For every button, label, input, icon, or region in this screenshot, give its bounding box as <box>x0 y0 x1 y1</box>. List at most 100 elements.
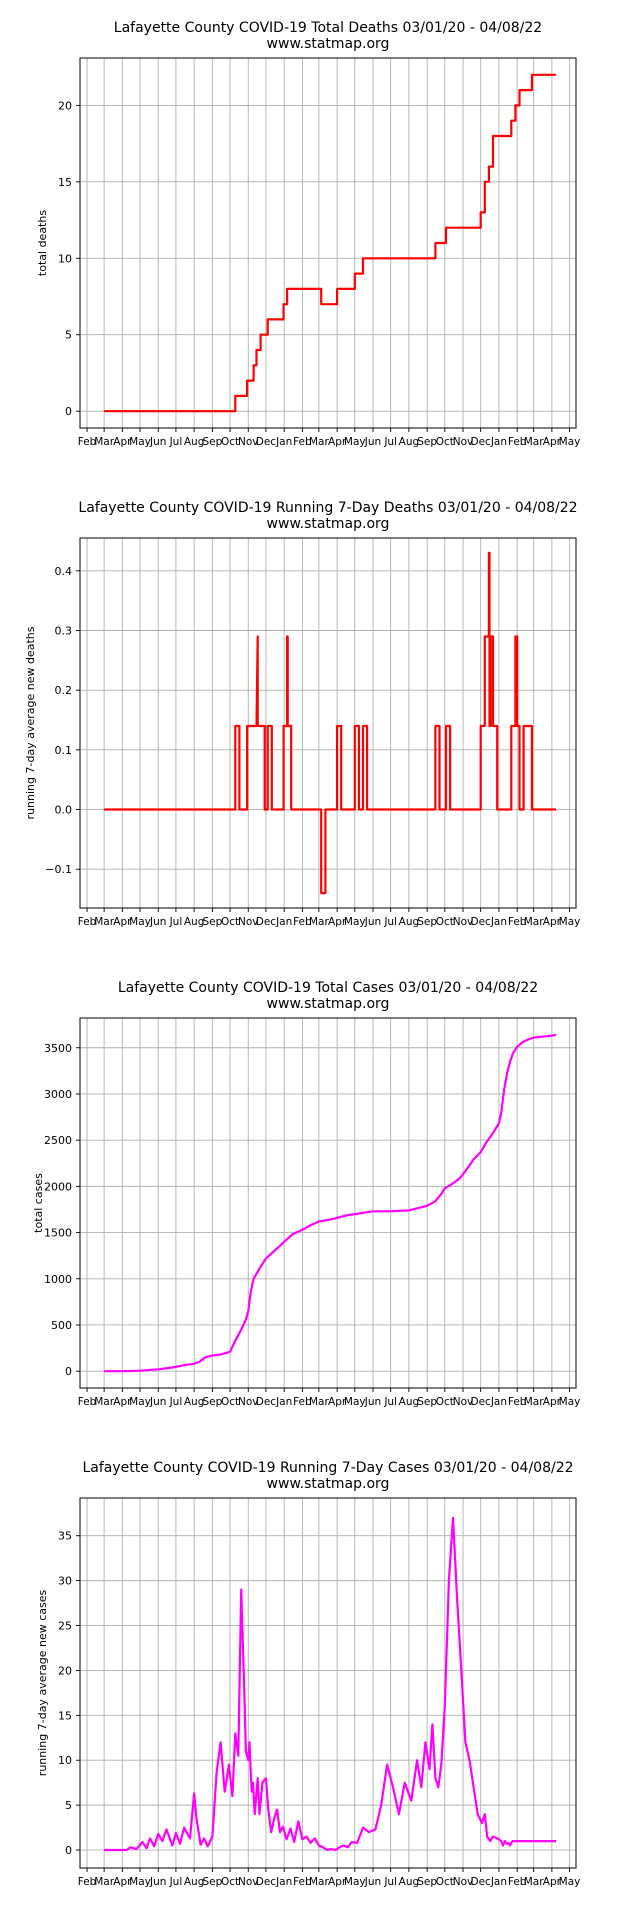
x-tick-label: Jan <box>275 436 292 448</box>
x-tick-label: Feb <box>293 916 312 928</box>
series-line-1 <box>104 1033 557 1373</box>
x-tick-label: Nov <box>238 436 259 448</box>
y-tick-label: 0.1 <box>55 744 73 757</box>
x-tick-label: Dec <box>471 916 492 928</box>
x-tick-label: Jan <box>490 436 507 448</box>
x-tick-label: Jul <box>169 1876 183 1888</box>
x-tick-label: Sep <box>417 1876 437 1888</box>
x-tick-label: Sep <box>202 436 222 448</box>
x-tick-label: Mar <box>309 1876 329 1888</box>
x-tick-label: May <box>129 1396 151 1408</box>
y-tick-label: 0.4 <box>55 565 73 578</box>
x-tick-label: Nov <box>238 1876 259 1888</box>
y-tick-label: 15 <box>58 1709 72 1722</box>
x-tick-label: Apr <box>543 436 562 448</box>
x-tick-label: May <box>559 1876 581 1888</box>
chart-title: Lafayette County COVID-19 Running 7-Day … <box>82 1460 573 1476</box>
x-tick-label: Dec <box>471 1396 492 1408</box>
x-tick-label: Feb <box>508 1396 527 1408</box>
x-tick-label: Jan <box>275 1876 292 1888</box>
y-tick-label: 3000 <box>44 1088 72 1101</box>
x-tick-label: May <box>129 916 151 928</box>
series-line-1 <box>104 73 556 413</box>
x-tick-label: Mar <box>94 916 114 928</box>
y-tick-label: 5 <box>65 329 72 342</box>
y-tick-label: 0 <box>65 1365 72 1378</box>
x-tick-label: Sep <box>202 1876 222 1888</box>
x-tick-label: Jul <box>383 1396 397 1408</box>
x-tick-label: Dec <box>256 436 277 448</box>
plot-frame <box>79 1017 577 1389</box>
x-tick-label: Apr <box>113 436 132 448</box>
x-tick-label: Jul <box>383 916 397 928</box>
x-tick-label: Feb <box>293 1876 312 1888</box>
x-tick-label: Mar <box>94 436 114 448</box>
x-tick-label: Jun <box>149 1396 166 1408</box>
x-tick-label: May <box>559 1396 581 1408</box>
x-tick-label: Apr <box>328 1876 347 1888</box>
x-tick-label: Jan <box>490 916 507 928</box>
y-tick-label: 20 <box>58 99 72 112</box>
x-tick-label: Dec <box>256 916 277 928</box>
x-tick-label: Oct <box>221 1396 239 1408</box>
y-tick-label: 2500 <box>44 1134 72 1147</box>
x-tick-label: Apr <box>328 916 347 928</box>
x-tick-label: Apr <box>328 436 347 448</box>
x-tick-label: Jan <box>275 916 292 928</box>
x-tick-label: Jul <box>169 916 183 928</box>
x-tick-label: Feb <box>293 1396 312 1408</box>
x-tick-label: Mar <box>309 436 329 448</box>
x-tick-label: May <box>129 1876 151 1888</box>
chart-subtitle: www.statmap.org <box>267 1476 390 1492</box>
x-tick-label: Mar <box>94 1396 114 1408</box>
x-tick-label: Apr <box>543 1396 562 1408</box>
y-tick-label: 1000 <box>44 1273 72 1286</box>
y-axis-label: running 7-day average new cases <box>36 1590 49 1777</box>
y-tick-label: −0.1 <box>45 863 72 876</box>
x-tick-label: Nov <box>453 916 474 928</box>
x-tick-label: May <box>559 916 581 928</box>
x-tick-label: Sep <box>417 916 437 928</box>
x-tick-label: May <box>344 1396 366 1408</box>
x-tick-label: Sep <box>202 916 222 928</box>
x-tick-label: Nov <box>238 1396 259 1408</box>
y-tick-label: 30 <box>58 1575 72 1588</box>
x-tick-label: Jun <box>364 1876 381 1888</box>
chart-subtitle: www.statmap.org <box>267 516 390 532</box>
x-tick-label: Dec <box>471 436 492 448</box>
chart-subtitle: www.statmap.org <box>267 996 390 1012</box>
chart-title: Lafayette County COVID-19 Total Cases 03… <box>118 980 538 996</box>
x-tick-label: Nov <box>453 1876 474 1888</box>
chart-title: Lafayette County COVID-19 Total Deaths 0… <box>114 20 542 36</box>
x-tick-label: May <box>344 1876 366 1888</box>
x-tick-label: Jul <box>169 436 183 448</box>
x-tick-label: Jul <box>169 1396 183 1408</box>
x-tick-label: Aug <box>399 1876 420 1888</box>
x-tick-label: Jul <box>383 436 397 448</box>
x-tick-label: Mar <box>524 1876 544 1888</box>
x-tick-label: Mar <box>524 436 544 448</box>
x-tick-label: Jun <box>149 916 166 928</box>
x-tick-label: Dec <box>256 1876 277 1888</box>
x-tick-label: Jan <box>275 1396 292 1408</box>
x-tick-label: Apr <box>113 1396 132 1408</box>
y-tick-label: 3500 <box>44 1042 72 1055</box>
chart-panel-3: Lafayette County COVID-19 Total Cases 03… <box>32 980 580 1408</box>
x-tick-label: Feb <box>508 916 527 928</box>
x-tick-label: Jan <box>490 1876 507 1888</box>
y-tick-label: 0.3 <box>55 625 73 638</box>
x-tick-label: May <box>344 916 366 928</box>
x-tick-label: May <box>129 436 151 448</box>
x-tick-label: Feb <box>78 436 97 448</box>
x-tick-label: Oct <box>436 436 454 448</box>
plot-frame <box>79 537 577 909</box>
y-tick-label: 1500 <box>44 1227 72 1240</box>
x-tick-label: Apr <box>113 1876 132 1888</box>
x-tick-label: Oct <box>221 436 239 448</box>
x-tick-label: May <box>559 436 581 448</box>
x-tick-label: Apr <box>113 916 132 928</box>
x-tick-label: Sep <box>417 1396 437 1408</box>
y-axis-label: total cases <box>32 1173 45 1233</box>
x-tick-label: Mar <box>94 1876 114 1888</box>
